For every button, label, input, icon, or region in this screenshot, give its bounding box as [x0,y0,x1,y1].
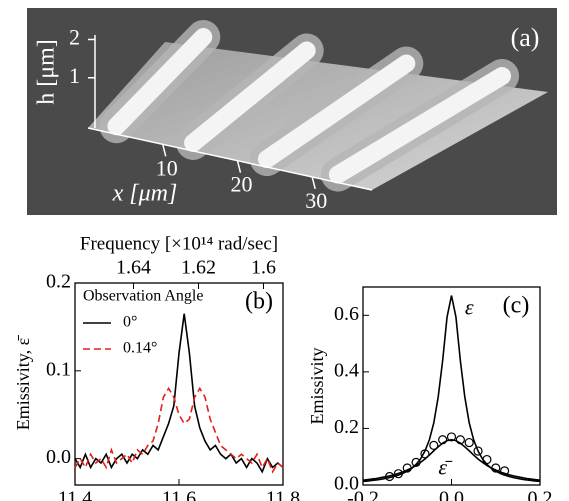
x-tick-label: 11.4 [58,488,92,501]
x-tick-label: 20 [230,172,252,197]
legend-label: 0.14° [123,340,157,357]
z-tick-label: 2 [69,25,80,50]
series-line [363,295,540,481]
x-tick-label: 30 [305,188,327,213]
y-axis-label: Emissivity, ε̄ [13,335,33,430]
y-tick-label: 0.6 [334,303,359,325]
curve-label: ε̄ [438,454,453,479]
x2-tick-label: 1.64 [116,257,151,279]
z-tick-label: 1 [69,63,80,88]
curve-label: ε [465,295,474,320]
series-line [75,314,283,472]
x-tick-label: 0.2 [528,488,553,501]
y-tick-label: 0.0 [334,473,359,495]
data-point [465,439,473,447]
data-point [430,441,438,449]
page: 10 20 30 1 2 h [μm] x [μm] (a) 11.4 11.6 11.8 0.0 0.… [0,0,569,501]
x2-axis-label: Frequency [×10¹⁴ rad/sec] [80,233,278,254]
y-axis-label: Emissivity [307,347,327,424]
x-tick-label: 0.0 [439,488,464,501]
legend-title: Observation Angle [83,288,203,305]
y-tick-label: 0.0 [46,446,71,468]
y-tick-label: 0.2 [334,416,359,438]
panel-label: (c) [503,293,530,319]
y-tick-label: 0.2 [46,271,71,293]
x-axis-label: x [μm] [112,181,178,207]
legend-label: 0° [123,314,137,331]
x2-tick-label: 1.6 [251,257,276,279]
x-tick-label: 11.6 [162,488,196,501]
panel-label: (b) [245,289,273,315]
data-point [483,456,491,464]
series-line [363,440,540,480]
x-tick-label: 10 [156,155,178,180]
y-tick-label: 0.4 [334,359,359,381]
x2-tick-label: 1.62 [181,257,216,279]
x-tick-label: 11.8 [266,488,300,501]
figure: 10 20 30 1 2 h [μm] x [μm] (a) 11.4 11.6 11.8 0.0 0.… [0,0,569,501]
panel-label: (a) [511,23,540,52]
y-tick-label: 0.1 [46,358,71,380]
z-axis-label: h [μm] [34,39,60,105]
